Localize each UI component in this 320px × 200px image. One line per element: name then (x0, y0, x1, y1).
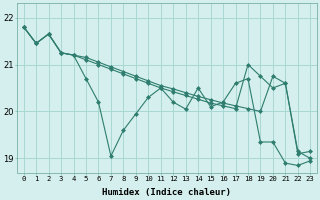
X-axis label: Humidex (Indice chaleur): Humidex (Indice chaleur) (102, 188, 231, 197)
